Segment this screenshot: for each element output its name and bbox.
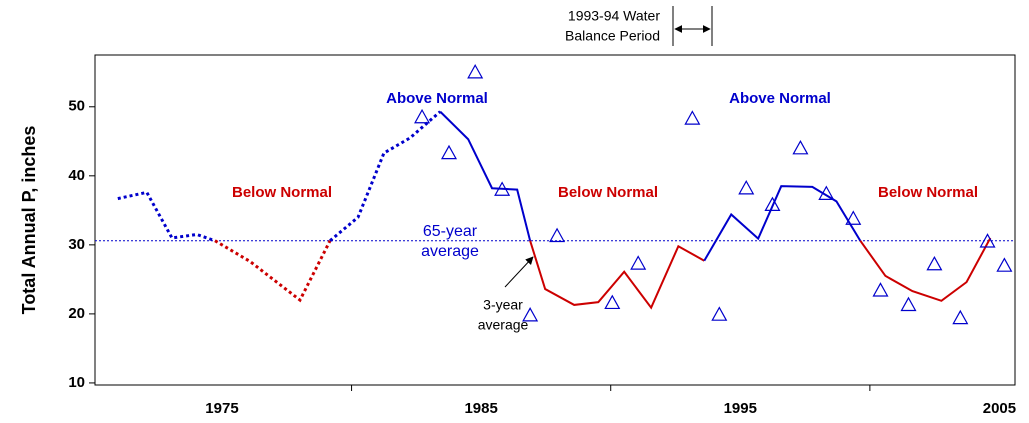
x-tick-label: 2005 [983, 400, 1016, 417]
annual-marker [764, 196, 781, 212]
annotation: 3-year [483, 297, 523, 313]
annotation: Above Normal [386, 90, 488, 107]
annual-marker [440, 144, 458, 160]
annual-marker [818, 185, 835, 200]
annual-marker [996, 257, 1013, 272]
annotation: 1993-94 Water [568, 8, 660, 24]
annual-marker [926, 255, 943, 271]
annual-marker [845, 210, 862, 225]
three-year-average [859, 237, 992, 302]
annual-marker [522, 307, 539, 322]
plot-frame [94, 54, 1016, 386]
x-tick-label: 1995 [724, 400, 757, 417]
annual-marker [604, 294, 621, 310]
three-year-average [214, 239, 332, 303]
annual-marker [414, 108, 431, 124]
three-year-average [529, 240, 705, 310]
annotation: Above Normal [729, 90, 831, 107]
annual-marker [900, 296, 917, 312]
annotation: Balance Period [565, 28, 660, 44]
annual-marker [872, 282, 889, 297]
annotation: Below Normal [232, 184, 332, 201]
annual-marker [979, 233, 996, 248]
y-tick-label: 10 [68, 374, 85, 391]
y-tick-label: 30 [68, 236, 85, 253]
three-year-average [703, 185, 862, 262]
annotation: 65-year [423, 223, 478, 240]
three-year-average [329, 110, 442, 242]
annual-marker [549, 227, 566, 243]
annual-marker [738, 180, 755, 195]
y-tick-label: 50 [68, 98, 85, 115]
annotation: Below Normal [558, 184, 658, 201]
annual-marker [952, 309, 969, 325]
annotation: average [421, 243, 479, 260]
annotation: Below Normal [878, 184, 978, 201]
annual-marker [711, 306, 728, 321]
three-year-average [117, 190, 216, 243]
annual-marker [792, 139, 809, 155]
annual-marker [467, 64, 484, 79]
pointer-arrow [504, 256, 534, 288]
annual-marker [494, 181, 511, 196]
annotation: average [478, 317, 529, 333]
y-axis-label: Total Annual P, inches [19, 126, 39, 315]
x-tick-label: 1985 [464, 400, 497, 417]
annual-marker [630, 255, 647, 270]
three-year-average [439, 110, 532, 241]
y-tick-label: 40 [68, 167, 85, 184]
y-tick-label: 20 [68, 305, 85, 322]
annual-marker [684, 110, 701, 125]
x-tick-label: 1975 [205, 400, 238, 417]
